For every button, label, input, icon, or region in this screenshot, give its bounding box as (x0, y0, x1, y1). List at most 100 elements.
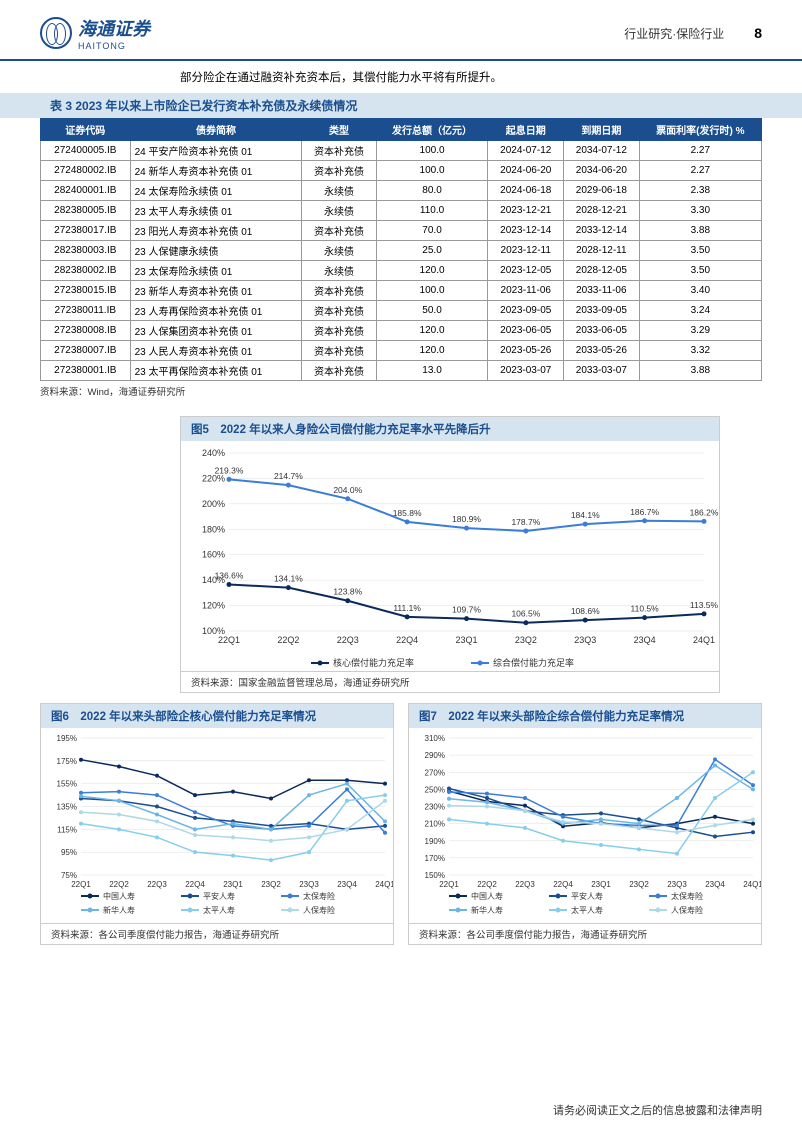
svg-text:204.0%: 204.0% (333, 485, 362, 495)
svg-text:22Q1: 22Q1 (439, 880, 459, 889)
svg-text:214.7%: 214.7% (274, 471, 303, 481)
svg-text:180%: 180% (202, 524, 225, 534)
svg-text:23Q1: 23Q1 (591, 880, 611, 889)
svg-text:175%: 175% (57, 757, 77, 766)
table-cell: 110.0 (376, 201, 488, 221)
table-cell: 2023-05-26 (488, 341, 564, 361)
svg-text:中国人寿: 中国人寿 (471, 891, 503, 901)
table-cell: 资本补充债 (302, 321, 376, 341)
table-cell: 2023-11-06 (488, 281, 564, 301)
svg-text:22Q2: 22Q2 (477, 880, 497, 889)
svg-text:186.7%: 186.7% (630, 507, 659, 517)
intro-text: 部分险企在通过融资补充资本后，其偿付能力水平将有所提升。 (0, 61, 802, 93)
table-cell: 25.0 (376, 241, 488, 261)
svg-text:113.5%: 113.5% (690, 600, 719, 610)
table-cell: 2024-06-18 (488, 181, 564, 201)
chart6-title: 图6 2022 年以来头部险企核心偿付能力充足率情况 (41, 704, 393, 728)
chart5-block: 图5 2022 年以来人身险公司偿付能力充足率水平先降后升 100%120%14… (180, 416, 720, 693)
table-cell: 3.50 (639, 261, 761, 281)
logo-cn: 海通证券 (78, 15, 150, 41)
table-row: 272380015.IB23 新华人寿资本补充债 01资本补充债100.0202… (41, 281, 762, 301)
table-cell: 2024-06-20 (488, 161, 564, 181)
svg-text:135%: 135% (57, 803, 77, 812)
table3-source: 资料来源：Wind，海通证券研究所 (0, 381, 802, 410)
table-cell: 资本补充债 (302, 161, 376, 181)
svg-text:111.1%: 111.1% (393, 603, 421, 613)
table-cell: 2023-12-21 (488, 201, 564, 221)
chart7-svg: 150%170%190%210%230%250%270%290%310%22Q1… (409, 728, 761, 923)
table-row: 282400001.IB24 太保寿险永续债 01永续债80.02024-06-… (41, 181, 762, 201)
table-cell: 23 人保健康永续债 (130, 241, 302, 261)
logo-en: HAITONG (78, 41, 150, 51)
table-cell: 2028-12-11 (564, 241, 640, 261)
table-cell: 120.0 (376, 341, 488, 361)
svg-text:230%: 230% (425, 803, 445, 812)
svg-text:中国人寿: 中国人寿 (103, 891, 135, 901)
table-cell: 272480002.IB (41, 161, 131, 181)
svg-text:24Q1: 24Q1 (375, 880, 393, 889)
table-cell: 永续债 (302, 261, 376, 281)
table-cell: 282400001.IB (41, 181, 131, 201)
chart7-source: 资料来源：各公司季度偿付能力报告，海通证券研究所 (409, 923, 761, 944)
table-row: 272380007.IB23 人民人寿资本补充债 01资本补充债120.0202… (41, 341, 762, 361)
svg-text:160%: 160% (202, 550, 225, 560)
table-cell: 272380001.IB (41, 361, 131, 381)
table-header-cell: 类型 (302, 119, 376, 141)
svg-text:95%: 95% (61, 848, 77, 857)
table-cell: 24 平安产险资本补充债 01 (130, 141, 302, 161)
logo-icon (40, 17, 72, 49)
table-header-cell: 票面利率(发行时) % (639, 119, 761, 141)
table-cell: 23 新华人寿资本补充债 01 (130, 281, 302, 301)
table-cell: 272380015.IB (41, 281, 131, 301)
table-cell: 2023-09-05 (488, 301, 564, 321)
svg-text:22Q4: 22Q4 (396, 635, 418, 645)
table-cell: 资本补充债 (302, 301, 376, 321)
svg-text:310%: 310% (425, 734, 445, 743)
table-cell: 282380003.IB (41, 241, 131, 261)
svg-text:106.5%: 106.5% (511, 609, 540, 619)
table-cell: 2.27 (639, 141, 761, 161)
table-cell: 资本补充债 (302, 281, 376, 301)
table-cell: 23 太平再保险资本补充债 01 (130, 361, 302, 381)
svg-text:22Q2: 22Q2 (277, 635, 299, 645)
svg-text:23Q4: 23Q4 (705, 880, 725, 889)
header-category: 行业研究·保险行业 (624, 25, 724, 42)
svg-text:134.1%: 134.1% (274, 574, 303, 584)
svg-text:23Q2: 23Q2 (515, 635, 537, 645)
table-cell: 资本补充债 (302, 341, 376, 361)
svg-text:123.8%: 123.8% (333, 587, 362, 597)
table-cell: 100.0 (376, 141, 488, 161)
svg-text:195%: 195% (57, 734, 77, 743)
table-cell: 23 人保集团资本补充债 01 (130, 321, 302, 341)
svg-text:155%: 155% (57, 780, 77, 789)
svg-text:23Q1: 23Q1 (455, 635, 477, 645)
svg-text:太保寿险: 太保寿险 (303, 891, 335, 901)
chart5-svg: 100%120%140%160%180%200%220%240%22Q122Q2… (181, 441, 719, 671)
svg-text:22Q3: 22Q3 (147, 880, 167, 889)
page-number: 8 (754, 25, 762, 41)
table-cell: 100.0 (376, 281, 488, 301)
table-cell: 272400005.IB (41, 141, 131, 161)
table-cell: 272380011.IB (41, 301, 131, 321)
logo: 海通证券 HAITONG (40, 15, 150, 51)
table-cell: 23 人寿再保险资本补充债 01 (130, 301, 302, 321)
table-cell: 3.40 (639, 281, 761, 301)
table-cell: 资本补充债 (302, 361, 376, 381)
svg-text:23Q4: 23Q4 (337, 880, 357, 889)
svg-text:22Q4: 22Q4 (185, 880, 205, 889)
table-cell: 2033-06-05 (564, 321, 640, 341)
chart6-svg: 75%95%115%135%155%175%195%22Q122Q222Q322… (41, 728, 393, 923)
table-cell: 永续债 (302, 241, 376, 261)
footer-disclaimer: 请务必阅读正文之后的信息披露和法律声明 (553, 1102, 762, 1118)
table-header-cell: 起息日期 (488, 119, 564, 141)
table-cell: 2023-06-05 (488, 321, 564, 341)
svg-text:186.2%: 186.2% (690, 507, 719, 517)
table-cell: 272380007.IB (41, 341, 131, 361)
svg-text:22Q3: 22Q3 (337, 635, 359, 645)
table-cell: 80.0 (376, 181, 488, 201)
svg-text:109.7%: 109.7% (452, 605, 481, 615)
table-cell: 2.38 (639, 181, 761, 201)
table-cell: 2023-12-05 (488, 261, 564, 281)
table-cell: 24 新华人寿资本补充债 01 (130, 161, 302, 181)
svg-text:23Q2: 23Q2 (261, 880, 281, 889)
